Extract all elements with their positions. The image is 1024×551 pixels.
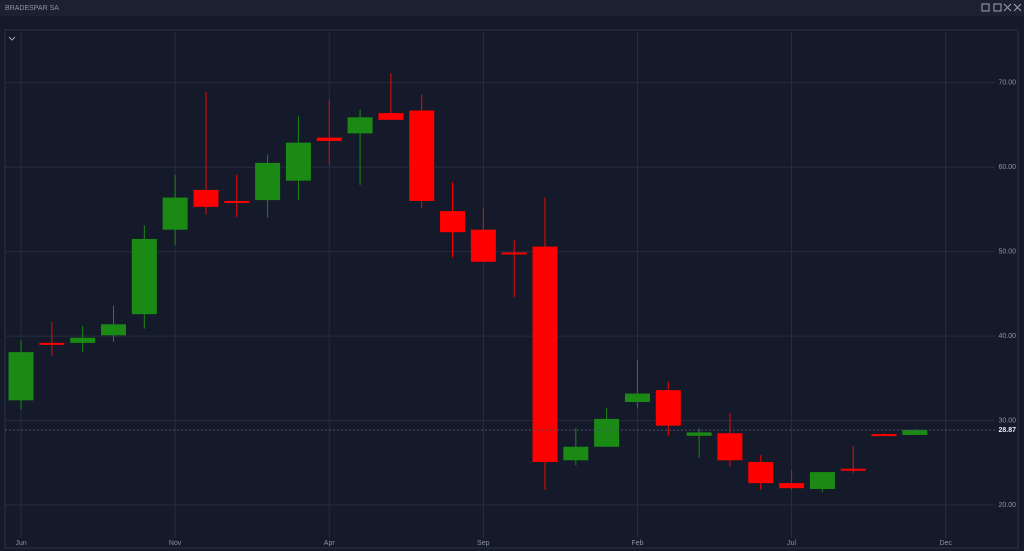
x-tick-label: Nov	[169, 540, 182, 547]
window-icons[interactable]	[981, 3, 1022, 12]
candle-body	[347, 117, 373, 134]
header-bar	[0, 0, 1024, 16]
last-price-label: 28.87	[998, 427, 1016, 434]
candle-body	[285, 142, 311, 181]
candle-body	[39, 342, 65, 345]
y-tick-label: 30.00	[998, 417, 1016, 424]
y-tick-label: 40.00	[998, 333, 1016, 340]
chart-title: BRADESPAR SA	[5, 5, 59, 12]
x-tick-label: Jul	[787, 540, 796, 547]
candle-body	[8, 352, 34, 401]
y-tick-label: 60.00	[998, 164, 1016, 171]
candle-body	[809, 472, 835, 490]
x-tick-label: Dec	[939, 540, 952, 547]
candle-body	[686, 432, 712, 436]
candle-body	[748, 461, 774, 484]
candle-body	[501, 252, 527, 255]
candle-body	[655, 390, 681, 426]
panel-border	[4, 29, 1019, 549]
candle-body	[162, 197, 188, 230]
candle-body	[624, 393, 650, 402]
candle-body	[902, 429, 928, 435]
y-tick-label: 70.00	[998, 80, 1016, 87]
candle-body	[224, 200, 250, 203]
candle-body	[717, 433, 743, 461]
candle-body	[316, 137, 342, 141]
candle-body	[193, 189, 219, 207]
x-tick-label: Sep	[477, 540, 490, 547]
y-tick-label: 20.00	[998, 502, 1016, 509]
candle-body	[131, 238, 157, 315]
candle-body	[378, 113, 404, 120]
candle-body	[100, 324, 126, 336]
candle-body	[409, 110, 435, 201]
collapse-chevron[interactable]	[8, 36, 16, 41]
candle-body	[871, 434, 897, 437]
y-tick-label: 50.00	[998, 248, 1016, 255]
x-tick-label: Jun	[15, 540, 26, 547]
candle-body	[563, 446, 589, 461]
candle-body	[440, 211, 466, 233]
candle-body	[255, 162, 281, 201]
candle-body	[779, 483, 805, 489]
candle-body	[594, 418, 620, 447]
candle-body	[532, 246, 558, 462]
x-tick-label: Feb	[631, 540, 643, 547]
candle-body	[840, 468, 866, 471]
x-tick-label: Apr	[324, 540, 336, 547]
candle-body	[470, 229, 496, 262]
candle-body	[70, 337, 96, 343]
